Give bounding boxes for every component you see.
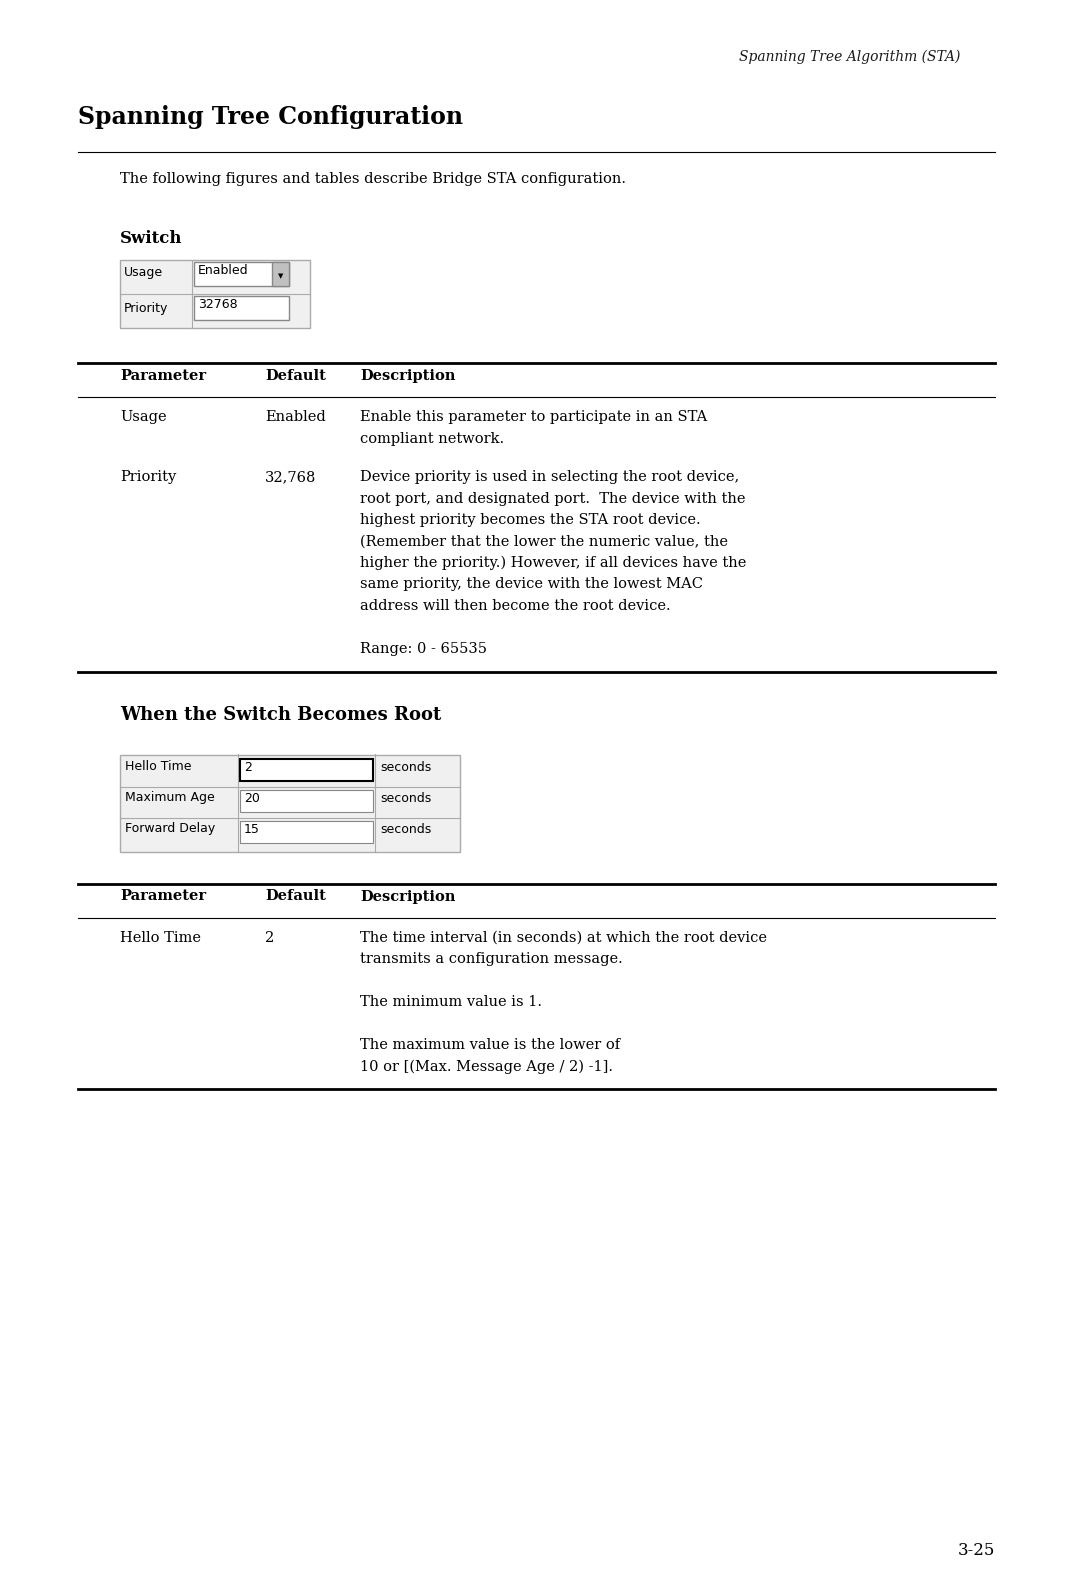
Bar <box>194 262 289 286</box>
Text: Priority: Priority <box>120 469 176 484</box>
Bar <box>120 261 310 328</box>
Text: Description: Description <box>360 369 456 383</box>
Bar <box>272 262 289 286</box>
Text: transmits a configuration message.: transmits a configuration message. <box>360 951 623 966</box>
Text: Parameter: Parameter <box>120 369 206 383</box>
Text: Spanning Tree Configuration: Spanning Tree Configuration <box>78 105 463 129</box>
Bar <box>240 821 373 843</box>
Text: Default: Default <box>265 890 326 903</box>
Text: ▼: ▼ <box>278 273 283 279</box>
Text: Forward Delay: Forward Delay <box>125 823 215 835</box>
Text: Enabled: Enabled <box>265 410 326 424</box>
Text: compliant network.: compliant network. <box>360 432 504 446</box>
Bar <box>120 755 460 851</box>
Text: 2: 2 <box>265 931 274 945</box>
Text: higher the priority.) However, if all devices have the: higher the priority.) However, if all de… <box>360 556 746 570</box>
Text: seconds: seconds <box>380 761 431 774</box>
Text: The time interval (in seconds) at which the root device: The time interval (in seconds) at which … <box>360 931 767 945</box>
Text: Maximum Age: Maximum Age <box>125 791 215 804</box>
Text: Hello Time: Hello Time <box>120 931 201 945</box>
Text: Usage: Usage <box>124 265 163 279</box>
Text: Switch: Switch <box>120 229 183 246</box>
Text: Default: Default <box>265 369 326 383</box>
Text: Enable this parameter to participate in an STA: Enable this parameter to participate in … <box>360 410 707 424</box>
Text: Hello Time: Hello Time <box>125 760 191 774</box>
Text: Usage: Usage <box>120 410 166 424</box>
Text: 10 or [(Max. Message Age / 2) -1].: 10 or [(Max. Message Age / 2) -1]. <box>360 1060 613 1074</box>
Text: Range: 0 - 65535: Range: 0 - 65535 <box>360 642 487 656</box>
Text: Priority: Priority <box>124 301 168 316</box>
Text: address will then become the root device.: address will then become the root device… <box>360 600 671 612</box>
Text: seconds: seconds <box>380 793 431 805</box>
Text: Device priority is used in selecting the root device,: Device priority is used in selecting the… <box>360 469 739 484</box>
Text: The maximum value is the lower of: The maximum value is the lower of <box>360 1038 620 1052</box>
Text: The minimum value is 1.: The minimum value is 1. <box>360 995 542 1010</box>
Text: Description: Description <box>360 890 456 903</box>
Text: 20: 20 <box>244 793 260 805</box>
Text: root port, and designated port.  The device with the: root port, and designated port. The devi… <box>360 491 745 506</box>
Bar <box>240 760 373 782</box>
Text: The following figures and tables describe Bridge STA configuration.: The following figures and tables describ… <box>120 173 626 185</box>
Text: Enabled: Enabled <box>198 264 248 276</box>
Text: Parameter: Parameter <box>120 890 206 903</box>
Bar <box>194 297 289 320</box>
Text: When the Switch Becomes Root: When the Switch Becomes Root <box>120 706 442 724</box>
Text: seconds: seconds <box>380 824 431 837</box>
Text: 32768: 32768 <box>198 298 238 311</box>
Text: Spanning Tree Algorithm (STA): Spanning Tree Algorithm (STA) <box>739 50 960 64</box>
Bar <box>240 791 373 813</box>
Text: 2: 2 <box>244 761 252 774</box>
Text: (Remember that the lower the numeric value, the: (Remember that the lower the numeric val… <box>360 534 728 548</box>
Text: 3-25: 3-25 <box>958 1542 995 1559</box>
Text: 32,768: 32,768 <box>265 469 316 484</box>
Text: same priority, the device with the lowest MAC: same priority, the device with the lowes… <box>360 578 703 592</box>
Text: highest priority becomes the STA root device.: highest priority becomes the STA root de… <box>360 513 701 528</box>
Text: 15: 15 <box>244 824 260 837</box>
